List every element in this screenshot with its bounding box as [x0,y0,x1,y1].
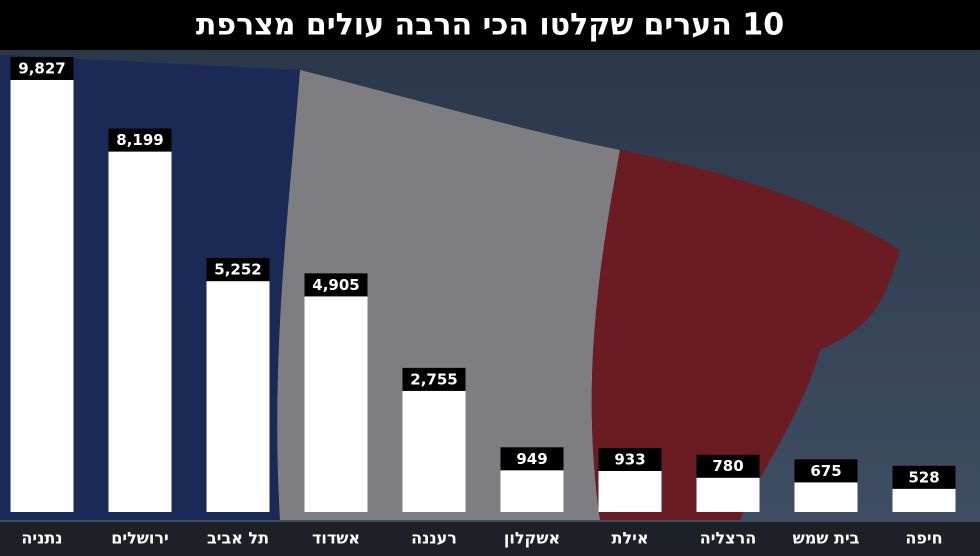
value-label: 675 [810,462,841,480]
value-label: 780 [712,457,743,475]
x-tick-label: בית שמש [793,529,860,548]
x-tick-label: תל אביב [207,529,269,548]
x-tick-label: אשדוד [312,529,360,548]
value-label: 5,252 [214,261,261,279]
value-label: 949 [516,450,547,468]
value-label-box [10,57,74,80]
x-tick-label: נתניה [21,529,62,548]
x-tick-label: אילת [612,529,649,548]
value-label-box [598,447,662,471]
value-label-box [108,128,172,152]
bar [892,488,956,512]
x-tick-label: אשקלון [504,529,560,548]
title-bar [0,0,980,50]
value-label-box [402,367,466,391]
value-label-box [794,459,858,483]
bar [598,470,662,512]
x-tick-label: הרצליה [700,529,756,548]
chart-title: 10 הערים שקלטו הכי הרבה עולים מצרפת [196,8,784,43]
bar [696,477,760,512]
bar [794,482,858,512]
bar [206,281,270,512]
value-label-box [304,273,368,297]
value-label: 9,827 [18,60,65,78]
bar [10,80,74,512]
x-tick-label: רעננה [411,529,457,548]
value-label: 528 [908,468,939,486]
value-label: 4,905 [312,276,359,294]
value-label: 2,755 [410,370,457,388]
x-tick-label: ירושלים [111,529,169,548]
value-label-box [206,258,270,282]
bar [108,151,172,512]
value-label: 8,199 [116,131,163,149]
value-label-box [892,465,956,489]
x-tick-label: חיפה [905,529,942,548]
bar [500,470,564,512]
bar [304,296,368,512]
bar [402,390,466,512]
value-label-box [500,447,564,471]
value-label: 933 [614,450,645,468]
value-label-box [696,454,760,478]
label-strip [0,522,980,556]
